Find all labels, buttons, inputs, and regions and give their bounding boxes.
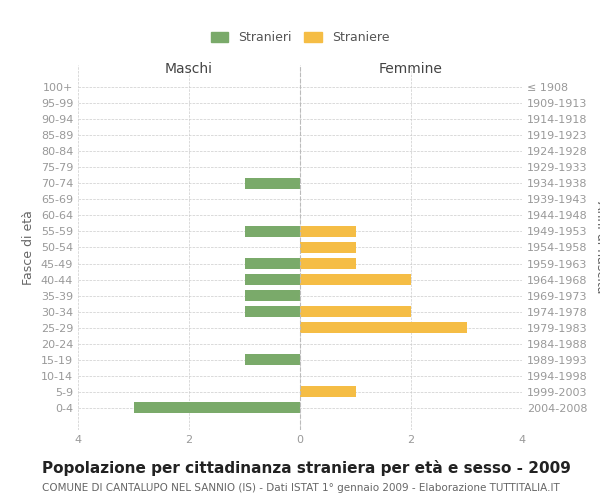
Text: Femmine: Femmine <box>379 62 443 76</box>
Bar <box>300 274 411 285</box>
Bar <box>300 226 355 237</box>
Bar <box>245 178 300 189</box>
Text: COMUNE DI CANTALUPO NEL SANNIO (IS) - Dati ISTAT 1° gennaio 2009 - Elaborazione : COMUNE DI CANTALUPO NEL SANNIO (IS) - Da… <box>42 483 560 493</box>
Bar <box>300 322 467 334</box>
Y-axis label: Fasce di età: Fasce di età <box>22 210 35 285</box>
Bar <box>245 274 300 285</box>
Bar <box>245 258 300 270</box>
Bar <box>245 306 300 318</box>
Legend: Stranieri, Straniere: Stranieri, Straniere <box>207 28 393 48</box>
Bar <box>245 290 300 302</box>
Bar <box>300 258 355 270</box>
Bar <box>300 386 355 398</box>
Bar <box>300 242 355 254</box>
Text: Maschi: Maschi <box>165 62 213 76</box>
Bar <box>245 354 300 366</box>
Y-axis label: Anni di nascita: Anni di nascita <box>594 201 600 294</box>
Bar <box>300 306 411 318</box>
Bar <box>245 226 300 237</box>
Text: Popolazione per cittadinanza straniera per età e sesso - 2009: Popolazione per cittadinanza straniera p… <box>42 460 571 475</box>
Bar <box>133 402 300 413</box>
